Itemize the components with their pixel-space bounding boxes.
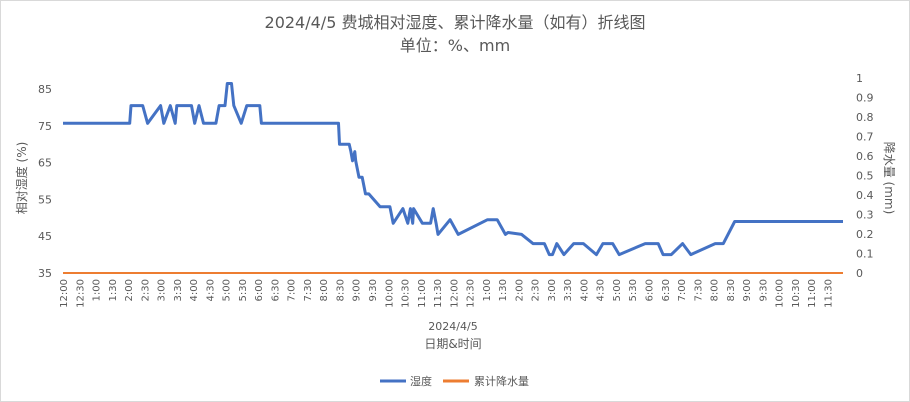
x-tick-label: 5:30	[628, 279, 639, 301]
x-tick-label: 11:30	[823, 279, 834, 308]
x-tick-label: 10:00	[384, 279, 395, 308]
x-tick-label: 8:00	[710, 279, 721, 301]
series-layer	[63, 82, 843, 274]
x-tick-label: 9:00	[742, 279, 753, 301]
x-axis-title: 日期&时间	[424, 337, 481, 351]
x-tick-label: 2:00	[124, 279, 135, 301]
y-left-tick-label: 85	[38, 83, 52, 96]
x-tick-label: 11:00	[417, 279, 428, 308]
y-left-tick-label: 75	[38, 120, 52, 133]
x-tick-label: 12:00	[59, 279, 70, 308]
y-right-tick-label: 0.7	[856, 131, 874, 144]
x-tick-label: 3:00	[547, 279, 558, 301]
x-tick-label: 6:00	[644, 279, 655, 301]
y-right-tick-labels: 0 0.1 0.2 0.3 0.4 0.5 0.6 0.7 0.8 0.9 1	[856, 72, 874, 280]
y-left-tick-label: 45	[38, 230, 52, 243]
x-tick-label: 9:30	[368, 279, 379, 301]
y-right-tick-label: 1	[856, 72, 863, 85]
x-tick-label: 8:30	[335, 279, 346, 301]
x-axis-date-label: 2024/4/5	[428, 320, 477, 333]
y-right-tick-label: 0	[856, 267, 863, 280]
chart-subtitle: 单位：%、mm	[400, 36, 510, 55]
legend-label-humidity: 湿度	[410, 374, 432, 388]
x-tick-label: 12:00	[449, 279, 460, 308]
y-right-tick-label: 0.4	[856, 189, 874, 202]
x-tick-label: 2:30	[140, 279, 151, 301]
x-tick-label: 11:30	[433, 279, 444, 308]
x-tick-label: 5:00	[222, 279, 233, 301]
x-tick-label: 7:30	[693, 279, 704, 301]
x-tick-label: 11:00	[807, 279, 818, 308]
legend-label-precip: 累计降水量	[474, 374, 529, 388]
x-tick-label: 10:30	[401, 279, 412, 308]
y-right-tick-label: 0.2	[856, 228, 874, 241]
x-tick-label: 1:00	[482, 279, 493, 301]
series-line-humidity	[63, 82, 843, 257]
x-tick-label: 6:30	[661, 279, 672, 301]
x-tick-label: 6:00	[254, 279, 265, 301]
y-right-tick-label: 0.3	[856, 209, 874, 222]
x-tick-label: 10:00	[775, 279, 786, 308]
x-tick-label: 4:00	[189, 279, 200, 301]
x-tick-label: 12:30	[75, 279, 86, 308]
y-left-tick-labels: 35 45 55 65 75 85	[38, 83, 52, 280]
x-tick-label: 2:30	[531, 279, 542, 301]
x-tick-label: 9:30	[758, 279, 769, 301]
x-tick-label: 4:00	[579, 279, 590, 301]
y-right-tick-label: 0.5	[856, 170, 874, 183]
x-tick-label: 6:30	[270, 279, 281, 301]
y-right-tick-label: 0.8	[856, 111, 874, 124]
chart-title: 2024/4/5 费城相对湿度、累计降水量（如有）折线图	[265, 13, 646, 32]
x-tick-label: 12:30	[466, 279, 477, 308]
x-tick-label: 1:00	[92, 279, 103, 301]
x-tick-label: 3:00	[157, 279, 168, 301]
x-tick-label: 7:00	[677, 279, 688, 301]
x-tick-label: 3:30	[563, 279, 574, 301]
y-right-tick-label: 0.9	[856, 92, 874, 105]
x-tick-label: 7:00	[287, 279, 298, 301]
y-right-tick-label: 0.6	[856, 150, 874, 163]
x-tick-label: 9:00	[352, 279, 363, 301]
x-tick-label: 8:00	[319, 279, 330, 301]
x-tick-label: 7:30	[303, 279, 314, 301]
x-tick-label: 8:30	[726, 279, 737, 301]
x-tick-label: 2:00	[514, 279, 525, 301]
x-tick-label: 10:30	[791, 279, 802, 308]
x-tick-label: 3:30	[173, 279, 184, 301]
y-right-axis-title: 降水量 (mm)	[882, 142, 896, 215]
x-tick-labels: 12:00 12:30 1:00 1:30 2:00 2:30 3:00 3:30 4:00 4:…	[59, 279, 834, 308]
y-left-axis-title: 相对湿度 (%)	[14, 142, 29, 215]
x-tick-label: 4:30	[596, 279, 607, 301]
y-left-tick-label: 35	[38, 267, 52, 280]
x-tick-label: 1:30	[498, 279, 509, 301]
x-tick-label: 1:30	[108, 279, 119, 301]
y-left-tick-label: 55	[38, 193, 52, 206]
x-tick-label: 5:00	[612, 279, 623, 301]
legend: 湿度 累计降水量	[380, 374, 529, 388]
y-left-tick-label: 65	[38, 157, 52, 170]
x-tick-label: 5:30	[238, 279, 249, 301]
x-tick-label: 4:30	[205, 279, 216, 301]
y-right-tick-label: 0.1	[856, 248, 874, 261]
